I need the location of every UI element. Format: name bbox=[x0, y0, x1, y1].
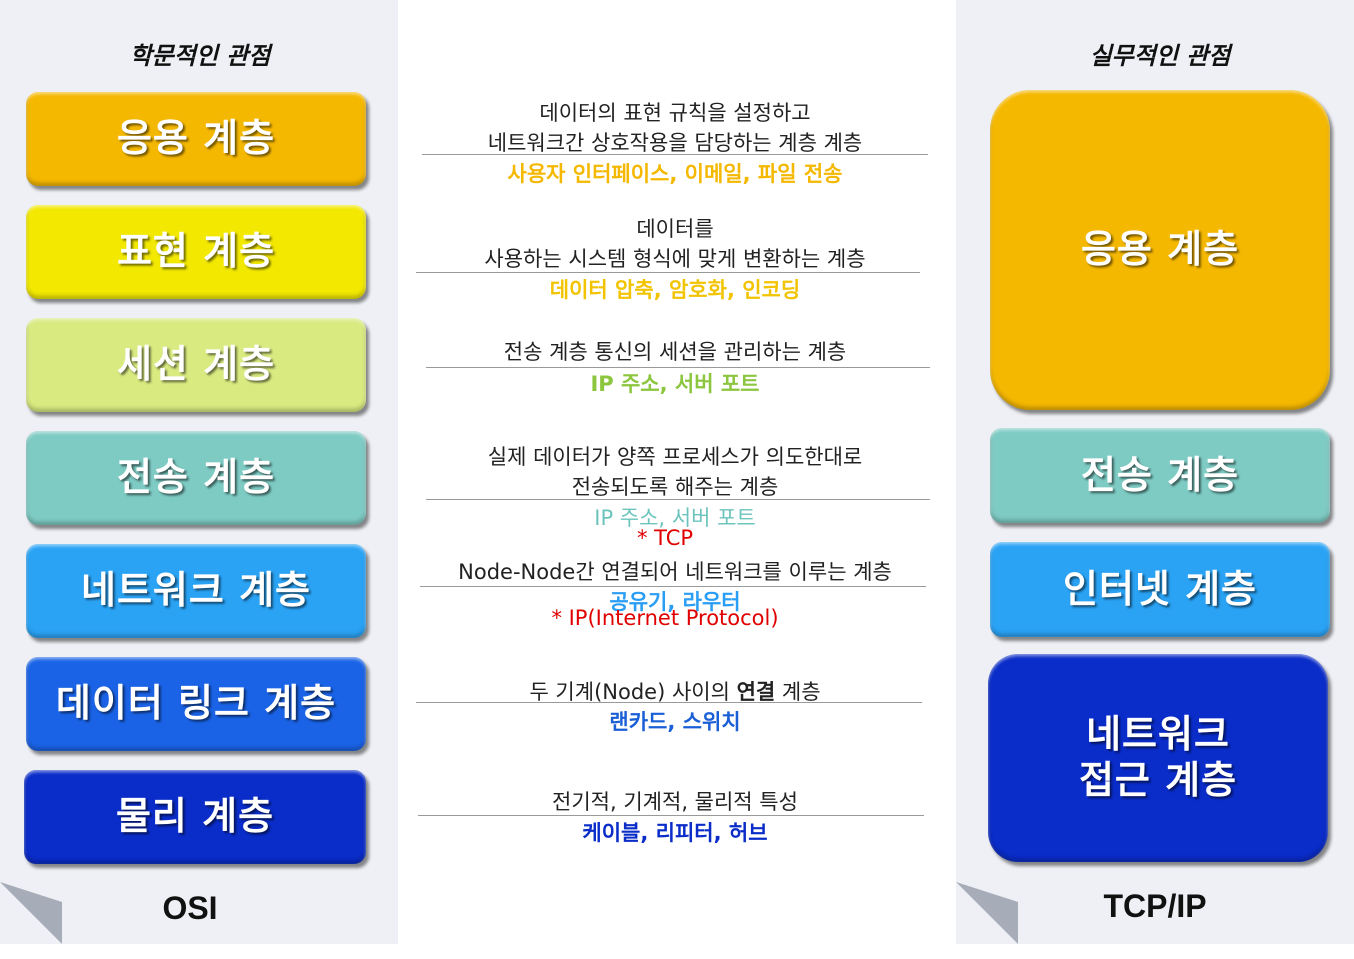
osi-presentation-layer: 표현 계층 bbox=[26, 205, 366, 299]
osi-footer: OSI bbox=[162, 890, 218, 926]
tcpip-application-label: 응용 계층 bbox=[1080, 227, 1240, 272]
tcpip-corner-triangle bbox=[956, 882, 1018, 944]
presentation-divider bbox=[416, 272, 920, 273]
tcpip-internet-label: 인터넷 계층 bbox=[1062, 566, 1258, 611]
physical-divider bbox=[418, 815, 924, 816]
tcpip-transport-layer: 전송 계층 bbox=[990, 428, 1330, 523]
application-description-line2: 네트워크간 상호작용을 담당하는 계층 계층 bbox=[487, 131, 863, 155]
tcpip-network-access-label-line1: 네트워크 bbox=[1086, 712, 1230, 757]
presentation-examples: 데이터 압축, 암호화, 인코딩 bbox=[549, 278, 801, 302]
osi-transport-label: 전송 계층 bbox=[116, 455, 276, 500]
osi-session-label: 세션 계층 bbox=[116, 342, 276, 387]
tcpip-footer: TCP/IP bbox=[1103, 888, 1207, 924]
datalink-divider bbox=[416, 702, 922, 703]
osi-datalink-layer: 데이터 링크 계층 bbox=[26, 657, 366, 751]
osi-transport-layer: 전송 계층 bbox=[26, 431, 366, 525]
application-description: 데이터의 표현 규칙을 설정하고 네트워크간 상호작용을 담당하는 계층 계층 bbox=[420, 98, 930, 158]
application-divider bbox=[422, 154, 928, 155]
osi-network-label: 네트워크 계층 bbox=[81, 568, 311, 613]
session-examples: IP 주소, 서버 포트 bbox=[590, 372, 760, 396]
transport-description-line2: 전송되도록 해주는 계층 bbox=[571, 475, 779, 499]
datalink-description-pre: 두 기계(Node) 사이의 bbox=[529, 680, 737, 704]
application-description-line1: 데이터의 표현 규칙을 설정하고 bbox=[539, 101, 811, 125]
transport-description-line1: 실제 데이터가 양쪽 프로세스가 의도한대로 bbox=[487, 445, 863, 469]
session-description: 전송 계층 통신의 세션을 관리하는 계층 bbox=[503, 340, 847, 364]
osi-presentation-label: 표현 계층 bbox=[116, 229, 276, 274]
network-description: Node-Node간 연결되어 네트워크를 이루는 계층 bbox=[458, 560, 892, 584]
osi-application-layer: 응용 계층 bbox=[26, 92, 366, 186]
network-protocol-note: * IP(Internet Protocol) bbox=[551, 606, 779, 630]
datalink-description: 두 기계(Node) 사이의 연결 계층 bbox=[420, 676, 930, 706]
presentation-description-line1: 데이터를 bbox=[636, 217, 714, 241]
tcpip-network-access-label-line2: 접근 계층 bbox=[1078, 758, 1238, 802]
application-examples: 사용자 인터페이스, 이메일, 파일 전송 bbox=[507, 162, 843, 186]
tcpip-application-layer: 응용 계층 bbox=[990, 90, 1330, 410]
tcpip-internet-layer: 인터넷 계층 bbox=[990, 542, 1330, 637]
osi-network-layer: 네트워크 계층 bbox=[26, 544, 366, 638]
osi-physical-label: 물리 계층 bbox=[115, 794, 275, 839]
transport-description: 실제 데이터가 양쪽 프로세스가 의도한대로 전송되도록 해주는 계층 bbox=[420, 442, 930, 502]
osi-datalink-label: 데이터 링크 계층 bbox=[55, 681, 337, 726]
tcpip-heading: 실무적인 관점 bbox=[1089, 42, 1231, 70]
datalink-description-bold: 연결 bbox=[736, 680, 776, 704]
osi-application-label: 응용 계층 bbox=[116, 116, 276, 161]
transport-protocol-note: * TCP bbox=[636, 526, 694, 550]
osi-corner-triangle bbox=[0, 882, 62, 944]
transport-examples: IP 주소, 서버 포트 bbox=[594, 506, 756, 530]
datalink-examples: 랜카드, 스위치 bbox=[609, 710, 741, 734]
tcpip-network-access-layer: 네트워크 접근 계층 bbox=[988, 654, 1328, 862]
presentation-description-line2: 사용하는 시스템 형식에 맞게 변환하는 계층 bbox=[484, 247, 866, 271]
physical-examples: 케이블, 리피터, 허브 bbox=[582, 821, 768, 845]
session-divider bbox=[426, 367, 930, 368]
tcpip-transport-label: 전송 계층 bbox=[1080, 452, 1240, 497]
network-divider bbox=[420, 586, 926, 587]
transport-divider bbox=[426, 499, 930, 500]
osi-physical-layer: 물리 계층 bbox=[24, 770, 366, 864]
presentation-description: 데이터를 사용하는 시스템 형식에 맞게 변환하는 계층 bbox=[420, 214, 930, 274]
physical-description: 전기적, 기계적, 물리적 특성 bbox=[552, 790, 798, 814]
network-examples: 공유기, 라우터 bbox=[609, 590, 741, 614]
datalink-description-post: 계층 bbox=[775, 680, 821, 704]
osi-heading: 학문적인 관점 bbox=[129, 42, 271, 70]
osi-session-layer: 세션 계층 bbox=[26, 318, 366, 412]
